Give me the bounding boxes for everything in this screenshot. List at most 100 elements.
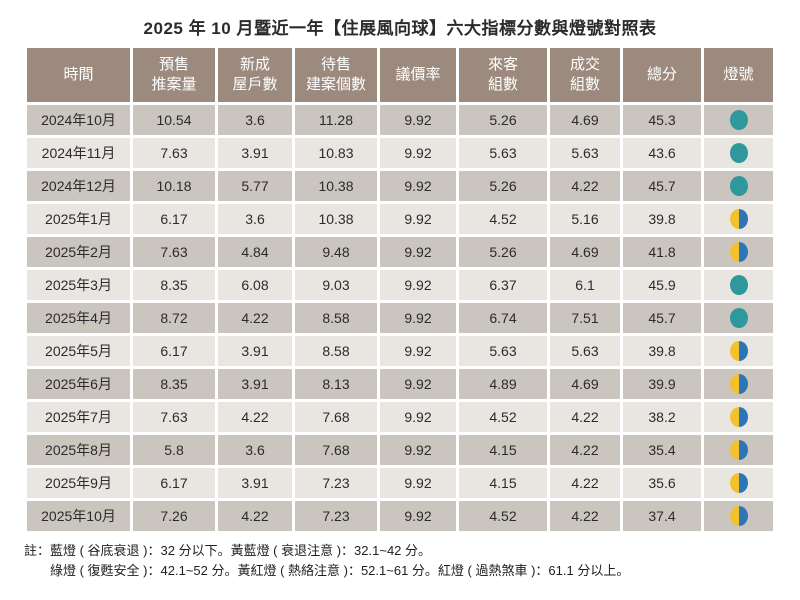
light-cell	[704, 138, 773, 168]
value-cell: 7.68	[295, 402, 377, 432]
value-cell: 9.92	[380, 336, 456, 366]
value-cell: 4.89	[459, 369, 547, 399]
value-cell: 8.58	[295, 303, 377, 333]
header-bargain-rate: 議價率	[380, 48, 456, 102]
value-cell: 7.23	[295, 468, 377, 498]
value-cell: 4.22	[550, 171, 620, 201]
value-cell: 4.22	[550, 402, 620, 432]
value-cell: 6.17	[133, 468, 215, 498]
value-cell: 5.26	[459, 171, 547, 201]
value-cell: 3.6	[218, 105, 292, 135]
value-cell: 10.83	[295, 138, 377, 168]
header-label: 屋戶數	[232, 76, 278, 93]
time-cell: 2025年7月	[27, 402, 130, 432]
value-cell: 3.6	[218, 204, 292, 234]
value-cell: 4.22	[550, 501, 620, 531]
value-cell: 39.9	[623, 369, 701, 399]
header-label: 時間	[63, 65, 94, 83]
value-cell: 35.6	[623, 468, 701, 498]
time-cell: 2025年6月	[27, 369, 130, 399]
value-cell: 8.35	[133, 270, 215, 300]
header-label: 燈號	[723, 65, 754, 83]
table-row: 2024年11月 7.63 3.91 10.83 9.92 5.63 5.63 43.6	[27, 138, 773, 168]
time-cell: 2025年8月	[27, 435, 130, 465]
table-row: 2025年8月 5.8 3.6 7.68 9.92 4.15 4.22 35.4	[27, 435, 773, 465]
header-label: 總分	[646, 65, 677, 83]
value-cell: 5.63	[459, 138, 547, 168]
header-light-signal: 燈號	[704, 48, 773, 102]
value-cell: 3.91	[218, 336, 292, 366]
value-cell: 6.1	[550, 270, 620, 300]
table-row: 2025年2月 7.63 4.84 9.48 9.92 5.26 4.69 41.8	[27, 237, 773, 267]
yellow-blue-light-icon	[729, 506, 748, 526]
time-cell: 2025年9月	[27, 468, 130, 498]
green-light-icon	[729, 308, 748, 328]
table-row: 2025年6月 8.35 3.91 8.13 9.92 4.89 4.69 39.9	[27, 369, 773, 399]
value-cell: 7.63	[133, 237, 215, 267]
value-cell: 7.26	[133, 501, 215, 531]
value-cell: 8.72	[133, 303, 215, 333]
value-cell: 7.68	[295, 435, 377, 465]
green-light-icon	[729, 176, 748, 196]
header-label: 議價率	[395, 65, 441, 83]
value-cell: 4.15	[459, 435, 547, 465]
value-cell: 39.8	[623, 336, 701, 366]
value-cell: 4.52	[459, 402, 547, 432]
header-projects-for-sale: 待售 建案個數	[295, 48, 377, 102]
value-cell: 5.26	[459, 105, 547, 135]
value-cell: 4.22	[550, 435, 620, 465]
header-label: 組數	[569, 76, 600, 93]
value-cell: 4.22	[550, 468, 620, 498]
value-cell: 7.63	[133, 138, 215, 168]
value-cell: 35.4	[623, 435, 701, 465]
legend-note-line-1: 註：藍燈 ( 谷底衰退 )：32 分以下。黃藍燈 ( 衰退注意 )：32.1~4…	[24, 543, 432, 558]
value-cell: 9.92	[380, 204, 456, 234]
time-cell: 2025年4月	[27, 303, 130, 333]
header-label: 推案量	[151, 76, 197, 93]
light-cell	[704, 402, 773, 432]
value-cell: 4.22	[218, 501, 292, 531]
value-cell: 5.63	[550, 336, 620, 366]
green-light-icon	[729, 275, 748, 295]
value-cell: 3.91	[218, 468, 292, 498]
value-cell: 9.92	[380, 468, 456, 498]
yellow-blue-light-icon	[729, 407, 748, 427]
value-cell: 6.08	[218, 270, 292, 300]
header-row: 時間 預售 推案量 新成 屋戶數 待售 建案個數 議價率 來	[27, 48, 773, 102]
value-cell: 9.92	[380, 270, 456, 300]
table-row: 2025年7月 7.63 4.22 7.68 9.92 4.52 4.22 38.2	[27, 402, 773, 432]
header-visitor-groups: 來客 組數	[459, 48, 547, 102]
value-cell: 7.51	[550, 303, 620, 333]
header-time: 時間	[27, 48, 130, 102]
value-cell: 9.92	[380, 105, 456, 135]
table-row: 2025年5月 6.17 3.91 8.58 9.92 5.63 5.63 39.8	[27, 336, 773, 366]
header-label: 新成	[239, 55, 270, 73]
value-cell: 43.6	[623, 138, 701, 168]
yellow-blue-light-icon	[729, 242, 748, 262]
value-cell: 9.92	[380, 237, 456, 267]
table-header: 時間 預售 推案量 新成 屋戶數 待售 建案個數 議價率 來	[27, 48, 773, 102]
header-label: 建案個數	[305, 76, 366, 93]
value-cell: 6.17	[133, 204, 215, 234]
value-cell: 5.77	[218, 171, 292, 201]
value-cell: 10.54	[133, 105, 215, 135]
value-cell: 7.63	[133, 402, 215, 432]
time-cell: 2025年5月	[27, 336, 130, 366]
header-presale-volume: 預售 推案量	[133, 48, 215, 102]
value-cell: 41.8	[623, 237, 701, 267]
value-cell: 45.3	[623, 105, 701, 135]
value-cell: 45.9	[623, 270, 701, 300]
time-cell: 2024年10月	[27, 105, 130, 135]
light-cell	[704, 468, 773, 498]
yellow-blue-light-icon	[729, 440, 748, 460]
page-title: 2025 年 10 月暨近一年【住展風向球】六大指標分數與燈號對照表	[143, 19, 657, 38]
table-row: 2025年4月 8.72 4.22 8.58 9.92 6.74 7.51 45.7	[27, 303, 773, 333]
table-row: 2024年10月 10.54 3.6 11.28 9.92 5.26 4.69 45.3	[27, 105, 773, 135]
light-cell	[704, 303, 773, 333]
legend-notes: 註：藍燈 ( 谷底衰退 )：32 分以下。黃藍燈 ( 衰退注意 )：32.1~4…	[24, 541, 776, 581]
table-row: 2025年1月 6.17 3.6 10.38 9.92 4.52 5.16 39.8	[27, 204, 773, 234]
value-cell: 11.28	[295, 105, 377, 135]
table-row: 2025年9月 6.17 3.91 7.23 9.92 4.15 4.22 35.6	[27, 468, 773, 498]
value-cell: 10.38	[295, 204, 377, 234]
value-cell: 3.6	[218, 435, 292, 465]
